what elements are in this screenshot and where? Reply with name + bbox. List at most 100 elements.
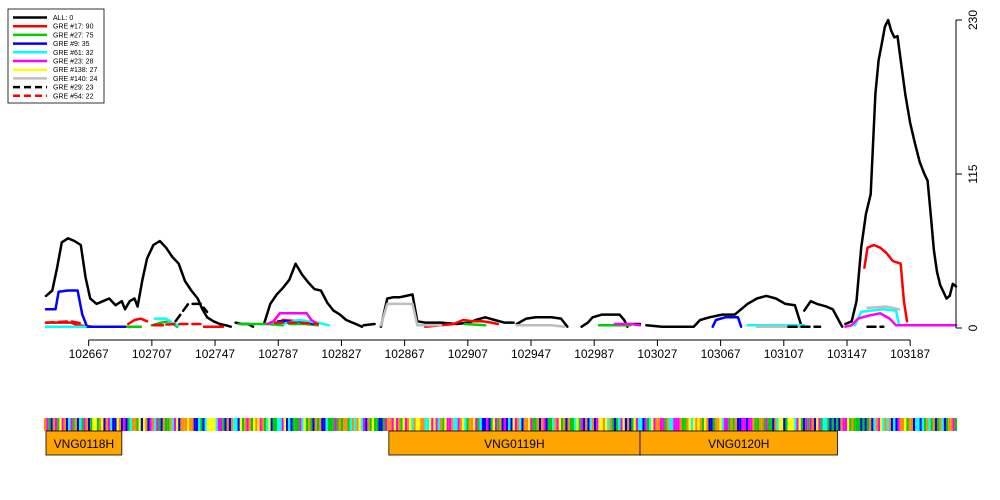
sequence-base xyxy=(81,418,84,431)
sequence-base xyxy=(226,418,229,431)
sequence-base xyxy=(66,418,69,431)
sequence-base xyxy=(294,418,297,431)
sequence-base xyxy=(664,418,667,431)
sequence-base xyxy=(556,418,559,431)
sequence-base xyxy=(136,418,139,431)
sequence-base xyxy=(935,418,938,431)
sequence-base xyxy=(684,418,687,431)
sequence-base xyxy=(512,418,515,431)
sequence-base xyxy=(563,418,566,431)
sequence-base xyxy=(609,418,612,431)
sequence-base xyxy=(532,418,535,431)
sequence-base xyxy=(904,418,907,431)
sequence-base xyxy=(464,418,467,431)
sequence-base xyxy=(695,418,698,431)
sequence-base xyxy=(827,418,830,431)
sequence-base xyxy=(937,418,940,431)
sequence-base xyxy=(411,418,414,431)
sequence-base xyxy=(840,418,843,431)
sequence-base xyxy=(941,418,944,431)
sequence-base xyxy=(781,418,784,431)
sequence-base xyxy=(105,418,108,431)
sequence-base xyxy=(345,418,348,431)
series-line-gre-9-35-0 xyxy=(44,289,127,328)
sequence-base xyxy=(567,418,570,431)
x-tick-label-102667: 102667 xyxy=(69,347,109,361)
series-line-gre-17-90-1 xyxy=(126,317,149,326)
series-line-gre-9-35-2 xyxy=(711,316,743,328)
sequence-base xyxy=(380,418,383,431)
sequence-base xyxy=(525,418,528,431)
sequence-base xyxy=(149,418,152,431)
gene-track: VNG0118H VNG0119H VNG0120H xyxy=(45,430,838,456)
sequence-base xyxy=(844,418,847,431)
sequence-base xyxy=(893,418,896,431)
sequence-base xyxy=(158,418,161,431)
sequence-base xyxy=(946,418,949,431)
gene-label-vng0118h: VNG0118H xyxy=(54,437,114,451)
sequence-base xyxy=(112,418,115,431)
sequence-base xyxy=(125,418,128,431)
sequence-base xyxy=(429,418,432,431)
sequence-base xyxy=(574,418,577,431)
series-line-gre-17-90-5 xyxy=(423,318,500,328)
sequence-base xyxy=(171,418,174,431)
sequence-base xyxy=(761,418,764,431)
sequence-base xyxy=(552,418,555,431)
sequence-base xyxy=(162,418,165,431)
sequence-base xyxy=(470,418,473,431)
sequence-base xyxy=(261,418,264,431)
legend-label-gre-29-23: GRE #29: 23 xyxy=(53,85,94,92)
sequence-base xyxy=(360,418,363,431)
sequence-base xyxy=(660,418,663,431)
sequence-base xyxy=(363,418,366,431)
sequence-base xyxy=(237,418,240,431)
sequence-base xyxy=(633,418,636,431)
series-line-gre-27-75-4 xyxy=(463,322,487,327)
sequence-base xyxy=(587,418,590,431)
sequence-base xyxy=(147,418,150,431)
sequence-base xyxy=(613,418,616,431)
sequence-base xyxy=(272,418,275,431)
sequence-base xyxy=(497,418,500,431)
sequence-base xyxy=(620,418,623,431)
sequence-base xyxy=(440,418,443,431)
sequence-base xyxy=(224,418,227,431)
sequence-base xyxy=(257,418,260,431)
sequence-base xyxy=(323,418,326,431)
sequence-base xyxy=(154,418,157,431)
sequence-base xyxy=(596,418,599,431)
sequence-base xyxy=(862,418,865,431)
gene-label-vng0120h: VNG0120H xyxy=(708,437,769,451)
sequence-base xyxy=(151,418,154,431)
sequence-base xyxy=(191,418,194,431)
sequence-base xyxy=(737,418,740,431)
sequence-base xyxy=(770,418,773,431)
sequence-base xyxy=(424,418,427,431)
sequence-base xyxy=(796,418,799,431)
sequence-base xyxy=(646,418,649,431)
sequence-base xyxy=(534,418,537,431)
sequence-base xyxy=(316,418,319,431)
sequence-base xyxy=(228,418,231,431)
sequence-base xyxy=(831,418,834,431)
legend-label-gre-23-28: GRE #23: 28 xyxy=(53,59,94,66)
sequence-base xyxy=(415,418,418,431)
sequence-base xyxy=(79,418,82,431)
sequence-base xyxy=(939,418,942,431)
sequence-base xyxy=(688,418,691,431)
sequence-base xyxy=(732,418,735,431)
sequence-base xyxy=(708,418,711,431)
sequence-base xyxy=(921,418,924,431)
sequence-base xyxy=(446,418,449,431)
sequence-base xyxy=(818,418,821,431)
sequence-base xyxy=(215,418,218,431)
sequence-base xyxy=(182,418,185,431)
sequence-base xyxy=(193,418,196,431)
sequence-base xyxy=(754,418,757,431)
sequence-base xyxy=(420,418,423,431)
sequence-base xyxy=(778,418,781,431)
sequence-base xyxy=(565,418,568,431)
sequence-base xyxy=(853,418,856,431)
sequence-base xyxy=(899,418,902,431)
